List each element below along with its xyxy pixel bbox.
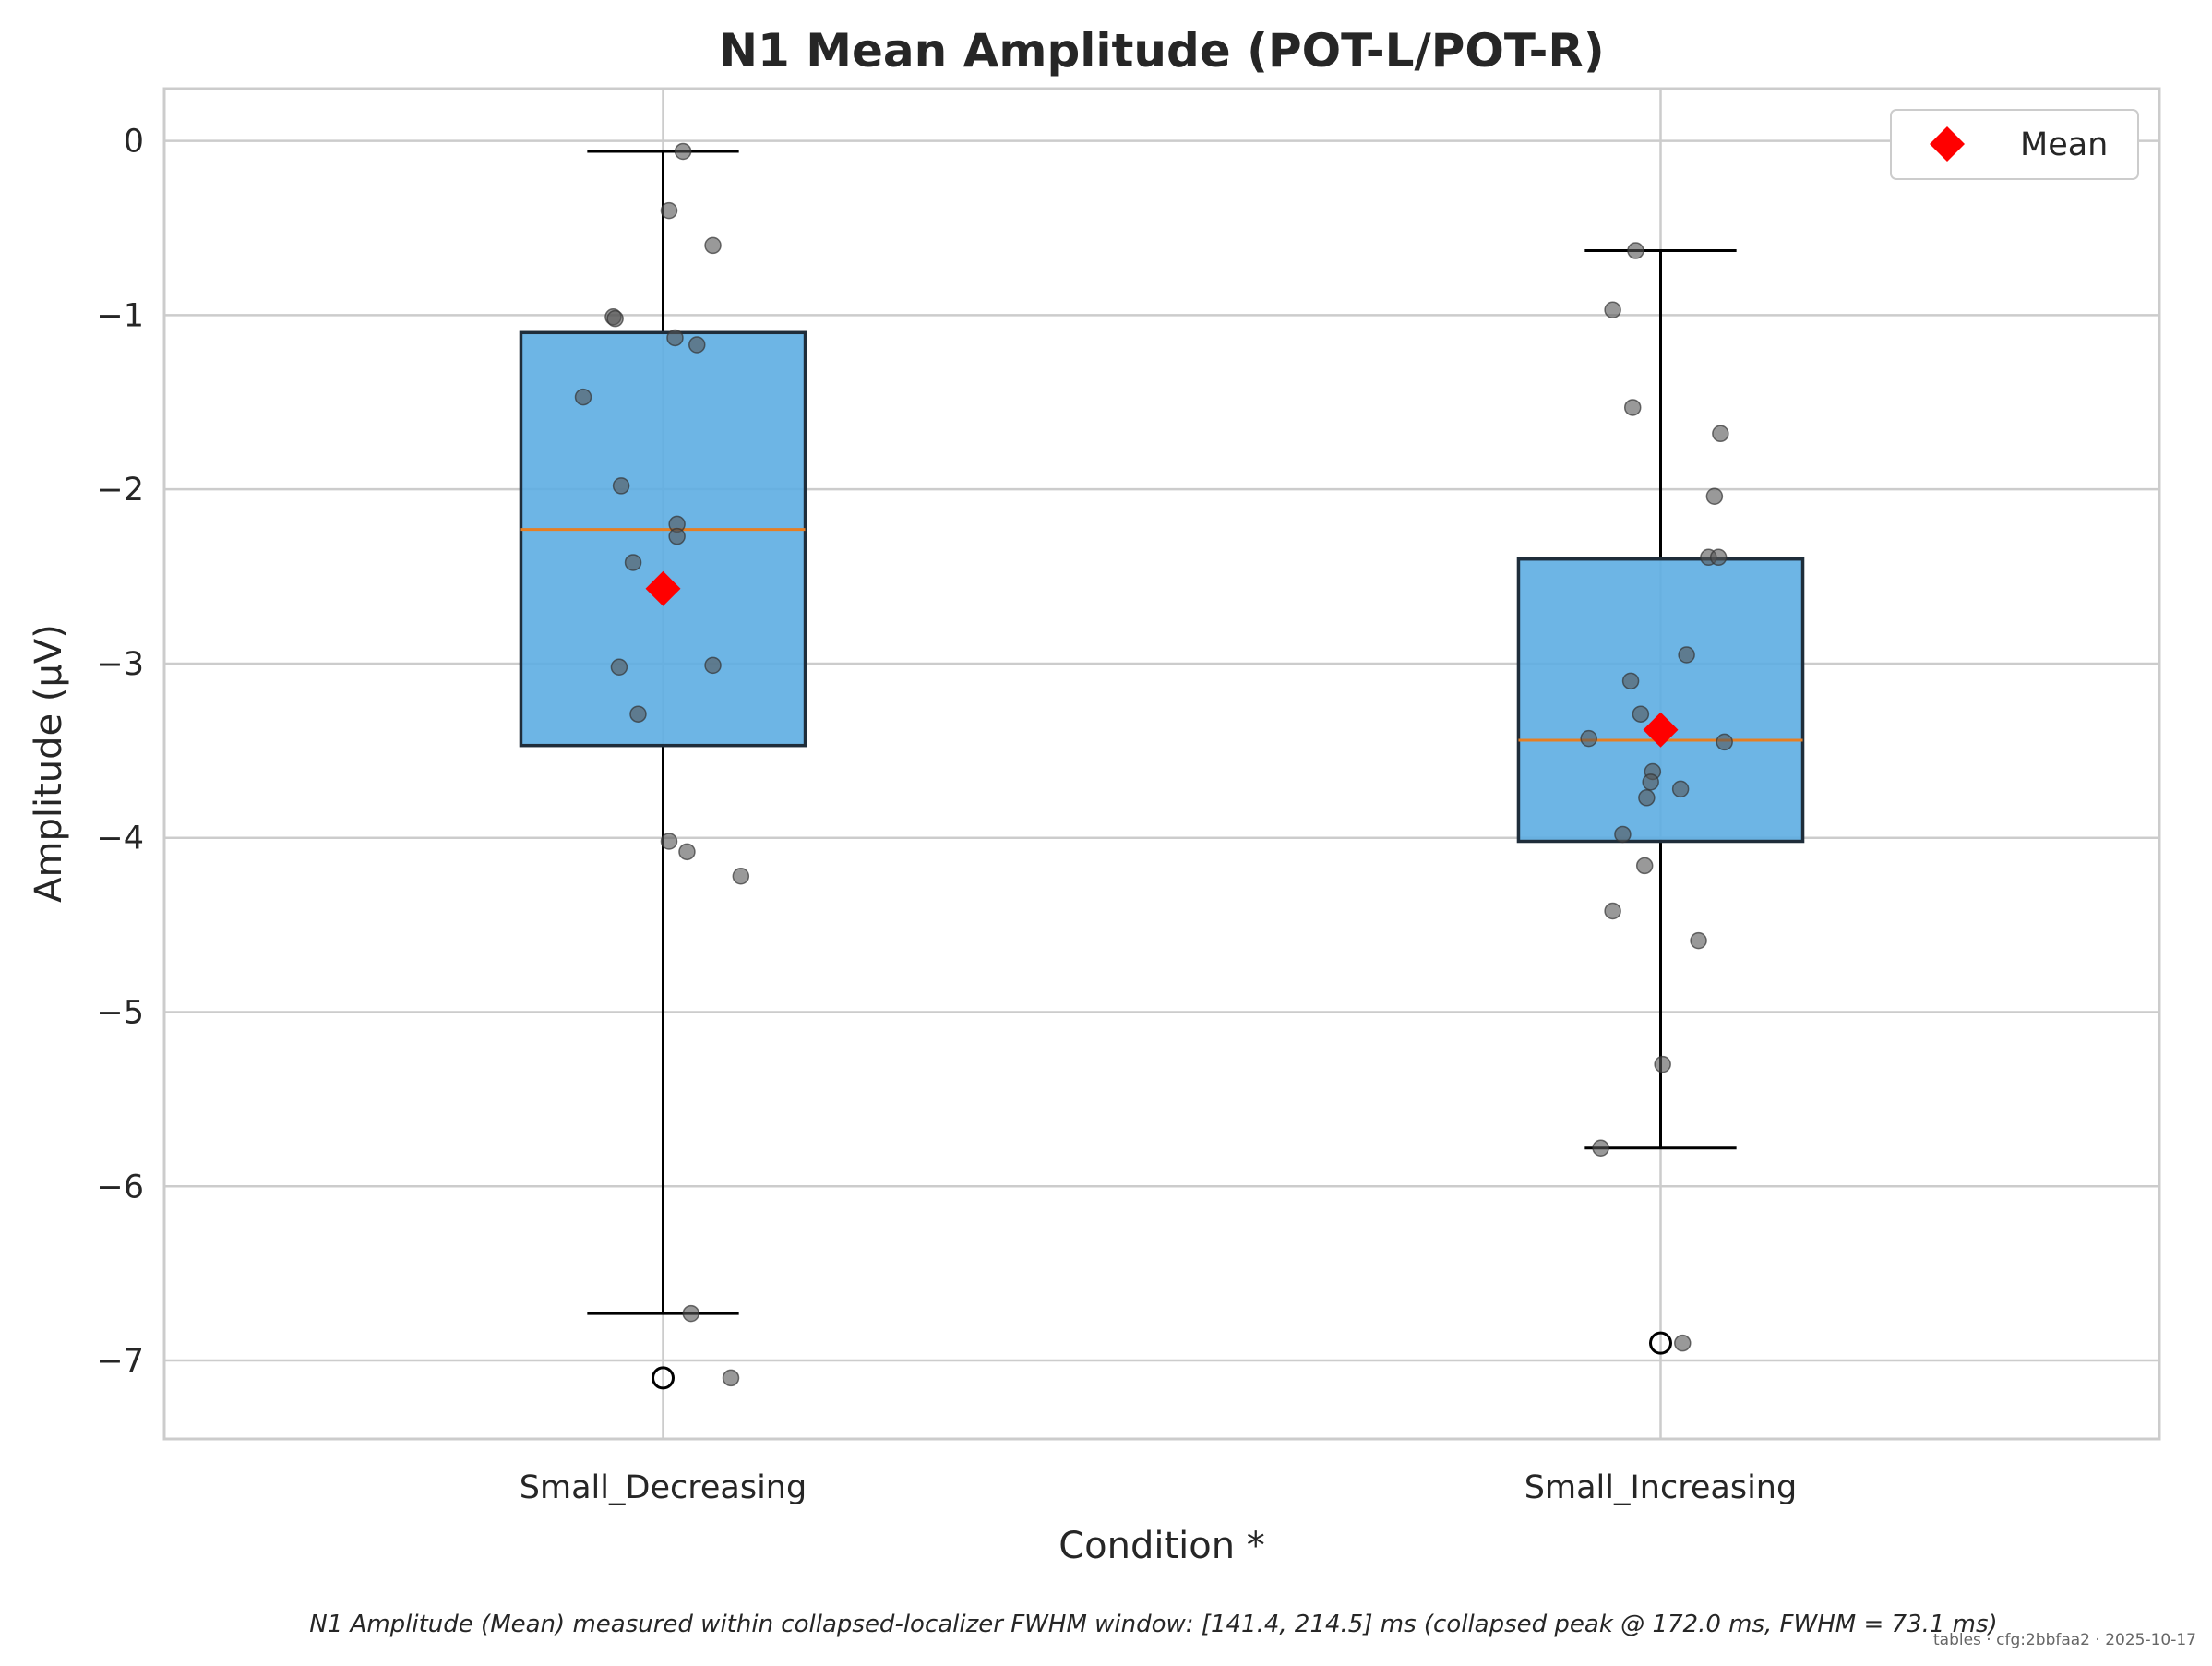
legend-mean-marker xyxy=(1930,126,1965,162)
chart-caption: N1 Amplitude (Mean) measured within coll… xyxy=(309,1611,1997,1638)
data-point xyxy=(704,236,722,255)
data-point xyxy=(1580,729,1597,748)
data-point xyxy=(1705,487,1724,505)
data-point xyxy=(1623,399,1642,416)
data-point xyxy=(660,201,678,220)
data-point xyxy=(1678,646,1695,664)
data-point xyxy=(1604,902,1621,920)
legend-mean-label: Mean xyxy=(2020,126,2108,163)
data-point xyxy=(612,477,630,495)
y-tick-label: −3 xyxy=(96,646,144,683)
build-stamp: tables · cfg:2bbfaa2 · 2025-10-17 xyxy=(1933,1631,2196,1649)
data-point xyxy=(704,656,722,675)
y-tick-label: −1 xyxy=(96,297,144,334)
y-tick-labels: 0 −1 −2 −3 −4 −5 −6 −7 xyxy=(96,124,144,1380)
x-tick-label: Small_Decreasing xyxy=(520,1469,807,1506)
data-point xyxy=(1592,1139,1609,1157)
data-point xyxy=(1621,672,1640,690)
x-axis-label: Condition * xyxy=(1058,1525,1265,1567)
box-body xyxy=(519,330,807,748)
data-point xyxy=(1709,548,1728,567)
mean-marker xyxy=(645,570,681,606)
data-point xyxy=(624,554,642,571)
box-body xyxy=(1516,557,1805,844)
data-point xyxy=(1642,773,1659,791)
data-point xyxy=(674,142,692,161)
data-point xyxy=(732,868,750,885)
legend-frame xyxy=(1890,109,2139,180)
mean-marker xyxy=(1643,712,1679,748)
data-point xyxy=(688,336,706,354)
data-point xyxy=(1632,705,1650,723)
chart-title: N1 Mean Amplitude (POT-L/POT-R) xyxy=(719,24,1605,78)
data-point xyxy=(610,658,628,676)
legend: Mean xyxy=(1890,109,2139,180)
y-tick-label: −2 xyxy=(96,472,144,509)
y-tick-label: −7 xyxy=(96,1343,144,1380)
y-tick-label: −4 xyxy=(96,821,144,857)
plot-frame xyxy=(162,87,2161,1441)
data-point xyxy=(1638,789,1656,807)
data-point xyxy=(678,843,696,861)
data-point xyxy=(1654,1055,1671,1073)
data-point xyxy=(682,1304,700,1323)
data-point xyxy=(722,1369,740,1387)
data-point xyxy=(1716,733,1733,751)
data-point xyxy=(1614,825,1632,844)
data-point xyxy=(666,329,684,347)
outlier-marker xyxy=(1649,1331,1672,1355)
data-point xyxy=(1690,931,1707,950)
data-point xyxy=(668,527,686,545)
data-point xyxy=(1671,780,1690,798)
y-axis-label: Amplitude (µV) xyxy=(28,624,70,903)
data-point xyxy=(629,705,647,723)
data-point xyxy=(1627,242,1644,259)
y-tick-label: −6 xyxy=(96,1169,144,1205)
data-points xyxy=(574,142,1733,1387)
y-tick-label: 0 xyxy=(124,124,144,161)
data-point xyxy=(1674,1334,1692,1352)
data-point xyxy=(1635,857,1654,875)
outlier-marker xyxy=(652,1366,675,1390)
data-point xyxy=(606,309,624,328)
data-point xyxy=(574,388,592,406)
mean-markers xyxy=(645,570,1679,748)
x-tick-label: Small_Increasing xyxy=(1524,1469,1797,1506)
data-point xyxy=(1604,301,1621,318)
data-point xyxy=(660,833,678,850)
data-point xyxy=(1712,425,1729,443)
x-tick-labels: Small_Decreasing Small_Increasing xyxy=(520,1469,1797,1506)
y-tick-label: −5 xyxy=(96,995,144,1032)
